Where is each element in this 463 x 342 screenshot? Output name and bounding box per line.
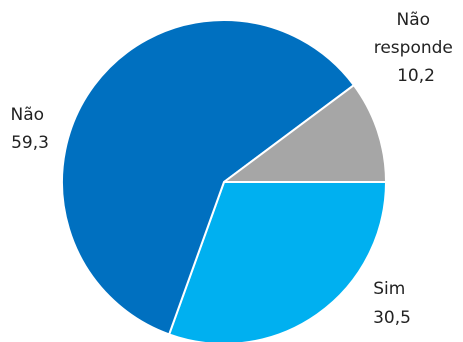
- slice-label-sim: Sim 30,5: [373, 279, 411, 328]
- slice-label-nao: Não 59,3: [11, 105, 50, 153]
- slice-label-nao-name: Não: [11, 105, 45, 125]
- slice-value-sim: 30,5: [373, 308, 411, 328]
- slice-label-nao-responde-line1: Não: [397, 10, 431, 30]
- slice-value-nao-responde: 10,2: [397, 66, 435, 86]
- slice-label-sim-name: Sim: [373, 279, 405, 299]
- pie-slices: [61, 19, 387, 342]
- slice-value-nao: 59,3: [11, 133, 49, 153]
- pie-slice-nao: [61, 19, 355, 336]
- slice-label-nao-responde-line2: responde: [374, 38, 453, 58]
- slice-label-nao-responde: Não responde 10,2: [374, 10, 459, 86]
- pie-slice-sim: [168, 181, 387, 342]
- pie-slice-nao-responde: [223, 84, 387, 183]
